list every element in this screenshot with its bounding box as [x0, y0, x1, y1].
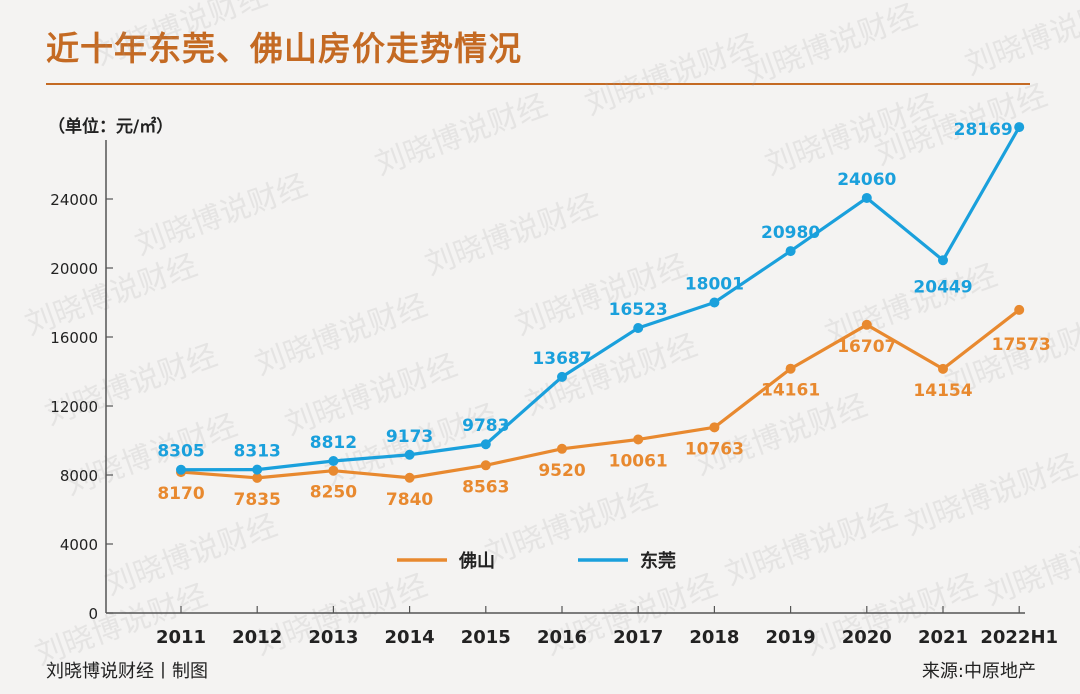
series-line-dongguan: [180, 126, 1021, 472]
data-point: [709, 422, 720, 433]
x-tick-label: 2012: [232, 627, 282, 648]
data-label: 9173: [386, 427, 433, 447]
data-label: 8812: [310, 433, 357, 453]
data-point: [176, 464, 186, 475]
y-tick-label: 0: [88, 605, 98, 623]
title-divider: [46, 83, 1030, 85]
data-label: 7840: [386, 490, 433, 510]
footer-credit: 刘晓博说财经丨制图: [46, 661, 208, 682]
data-label: 13687: [532, 349, 591, 369]
data-label: 8313: [234, 442, 281, 462]
data-point: [861, 192, 872, 203]
y-tick-label: 8000: [60, 467, 98, 485]
data-point: [404, 472, 415, 483]
data-label: 17573: [992, 335, 1051, 355]
x-tick-label: 2018: [689, 627, 739, 648]
data-label: 9783: [462, 416, 509, 436]
data-label: 8305: [157, 442, 204, 462]
x-tick-label: 2016: [537, 627, 587, 648]
y-tick-label: 20000: [50, 260, 98, 278]
data-point: [633, 322, 644, 333]
data-point: [709, 297, 720, 308]
x-tick-label: 2017: [613, 627, 663, 648]
data-point: [557, 371, 567, 382]
legend-label: 东莞: [640, 550, 676, 572]
data-point: [252, 472, 263, 483]
data-label: 14154: [913, 381, 972, 401]
data-label: 18001: [685, 274, 744, 294]
x-tick-label: 2019: [766, 627, 816, 648]
data-point: [328, 465, 339, 476]
data-point: [252, 464, 263, 475]
data-label: 20980: [761, 223, 820, 243]
data-label: 16707: [837, 337, 896, 357]
footer-source: 来源:中原地产: [921, 661, 1036, 682]
series-line-foshan: [180, 308, 1021, 480]
data-label: 16523: [609, 300, 668, 320]
x-tick-label: 2014: [385, 627, 435, 648]
data-point: [1014, 122, 1025, 133]
data-label: 14161: [761, 381, 820, 401]
data-point: [328, 455, 339, 466]
data-label: 20449: [913, 277, 972, 297]
y-tick-label: 24000: [50, 191, 98, 209]
x-tick-label: 2011: [156, 627, 206, 648]
y-tick-label: 4000: [60, 536, 98, 554]
x-tick-label: 2021: [918, 627, 968, 648]
data-point: [480, 439, 491, 450]
x-tick-label: 2022H1: [980, 627, 1058, 648]
x-tick-label: 2013: [308, 627, 358, 648]
data-label: 10061: [609, 451, 668, 471]
data-label: 7835: [234, 490, 281, 510]
data-point: [785, 363, 796, 374]
data-label: 8170: [157, 484, 204, 504]
data-point: [480, 460, 491, 471]
data-label: 8563: [462, 477, 509, 497]
data-label: 8250: [310, 483, 357, 503]
data-label: 9520: [538, 461, 585, 481]
y-tick-label: 16000: [50, 329, 98, 347]
data-point: [938, 255, 948, 266]
y-tick-label: 12000: [50, 398, 98, 416]
data-point: [404, 449, 415, 460]
data-point: [938, 363, 948, 374]
data-point: [861, 319, 872, 330]
data-label: 28169: [954, 120, 1013, 140]
unit-label: （单位：元/㎡）: [48, 117, 174, 137]
x-tick-label: 2020: [842, 627, 892, 648]
data-point: [557, 443, 567, 454]
x-tick-label: 2015: [461, 627, 511, 648]
data-point: [633, 434, 644, 445]
chart-title: 近十年东莞、佛山房价走势情况: [46, 29, 522, 68]
data-point: [785, 246, 796, 257]
legend-label: 佛山: [458, 550, 495, 572]
data-label: 24060: [837, 170, 896, 190]
data-label: 10763: [685, 439, 744, 459]
data-point: [1014, 304, 1025, 315]
